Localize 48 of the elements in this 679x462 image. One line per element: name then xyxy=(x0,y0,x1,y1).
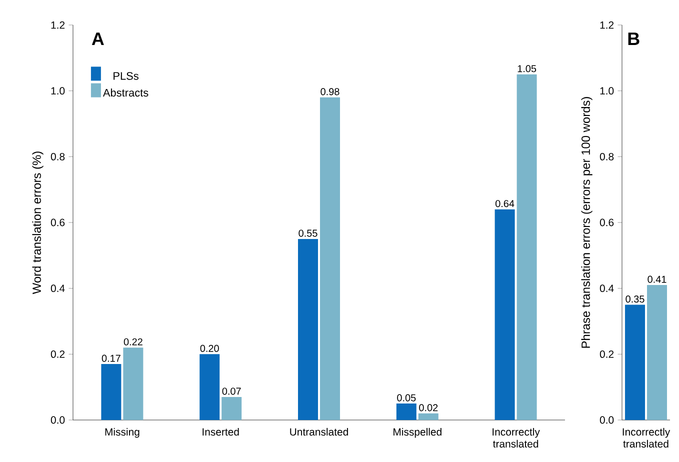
x-tick-label: Untranslated xyxy=(290,428,348,436)
y-tick-label: 0.6 xyxy=(50,218,65,226)
data-label: 0.35 xyxy=(626,296,644,303)
y-tick-label: 0.6 xyxy=(600,218,614,226)
data-label: 1.05 xyxy=(518,65,536,72)
x-tick-label: Incorrectly translated xyxy=(492,428,540,448)
legend-label: PLSs xyxy=(114,72,138,80)
data-label: 0.22 xyxy=(124,338,142,346)
data-label: 0.20 xyxy=(200,344,219,352)
bar xyxy=(200,354,220,420)
data-label: 0.64 xyxy=(496,200,514,208)
y-tick-label: 0.2 xyxy=(50,350,65,358)
y-axis-title: Phrase translation errors (errors per 100 words) xyxy=(581,97,592,348)
data-label: 0.02 xyxy=(419,404,438,412)
y-tick-label: 1.2 xyxy=(51,21,65,29)
y-tick-label: 0.0 xyxy=(50,416,65,424)
data-label: 0.98 xyxy=(320,88,340,96)
legend-label: Abstracts xyxy=(102,88,148,97)
bar xyxy=(418,413,438,420)
y-tick-label: 0.4 xyxy=(50,284,65,292)
bar xyxy=(516,74,537,420)
x-tick-label: Inserted xyxy=(202,428,239,436)
y-tick-label: 1.0 xyxy=(600,87,614,95)
y-tick-label: 0.4 xyxy=(600,284,614,292)
bar xyxy=(101,364,122,420)
bar xyxy=(298,238,318,420)
data-label: 0.55 xyxy=(298,230,318,237)
y-tick-label: 1.2 xyxy=(600,21,614,29)
chart-title: B xyxy=(628,32,640,45)
y-tick-label: 0.0 xyxy=(600,416,614,424)
bar xyxy=(320,97,340,420)
bar xyxy=(494,209,515,420)
data-label: 0.05 xyxy=(397,394,416,402)
x-tick-label: Incorrectly translated xyxy=(622,428,670,448)
y-tick-label: 1.0 xyxy=(51,87,65,95)
bar xyxy=(396,404,416,420)
data-label: 0.07 xyxy=(222,388,241,395)
bar xyxy=(123,348,144,420)
data-label: 0.41 xyxy=(648,276,666,283)
y-tick-label: 0.2 xyxy=(600,350,614,358)
bar xyxy=(222,396,242,420)
y-tick-label: 0.8 xyxy=(600,152,614,160)
chart-title: A xyxy=(92,32,104,45)
x-tick-label: Missing xyxy=(105,428,140,438)
y-axis-title: Word translation errors (%) xyxy=(32,152,44,294)
x-tick-label: Misspelled xyxy=(394,428,442,438)
data-label: 0.17 xyxy=(102,354,120,362)
y-tick-label: 0.8 xyxy=(50,152,65,160)
